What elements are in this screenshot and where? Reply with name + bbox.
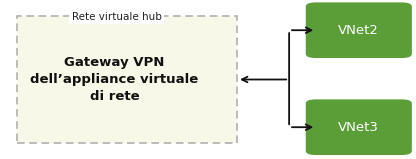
FancyBboxPatch shape: [306, 2, 412, 58]
FancyBboxPatch shape: [306, 99, 412, 155]
FancyBboxPatch shape: [17, 16, 237, 143]
Text: Rete virtuale hub: Rete virtuale hub: [72, 12, 161, 22]
Text: VNet2: VNet2: [338, 24, 379, 37]
Text: Gateway VPN
dell’appliance virtuale
di rete: Gateway VPN dell’appliance virtuale di r…: [30, 56, 198, 103]
Text: VNet3: VNet3: [338, 121, 379, 134]
